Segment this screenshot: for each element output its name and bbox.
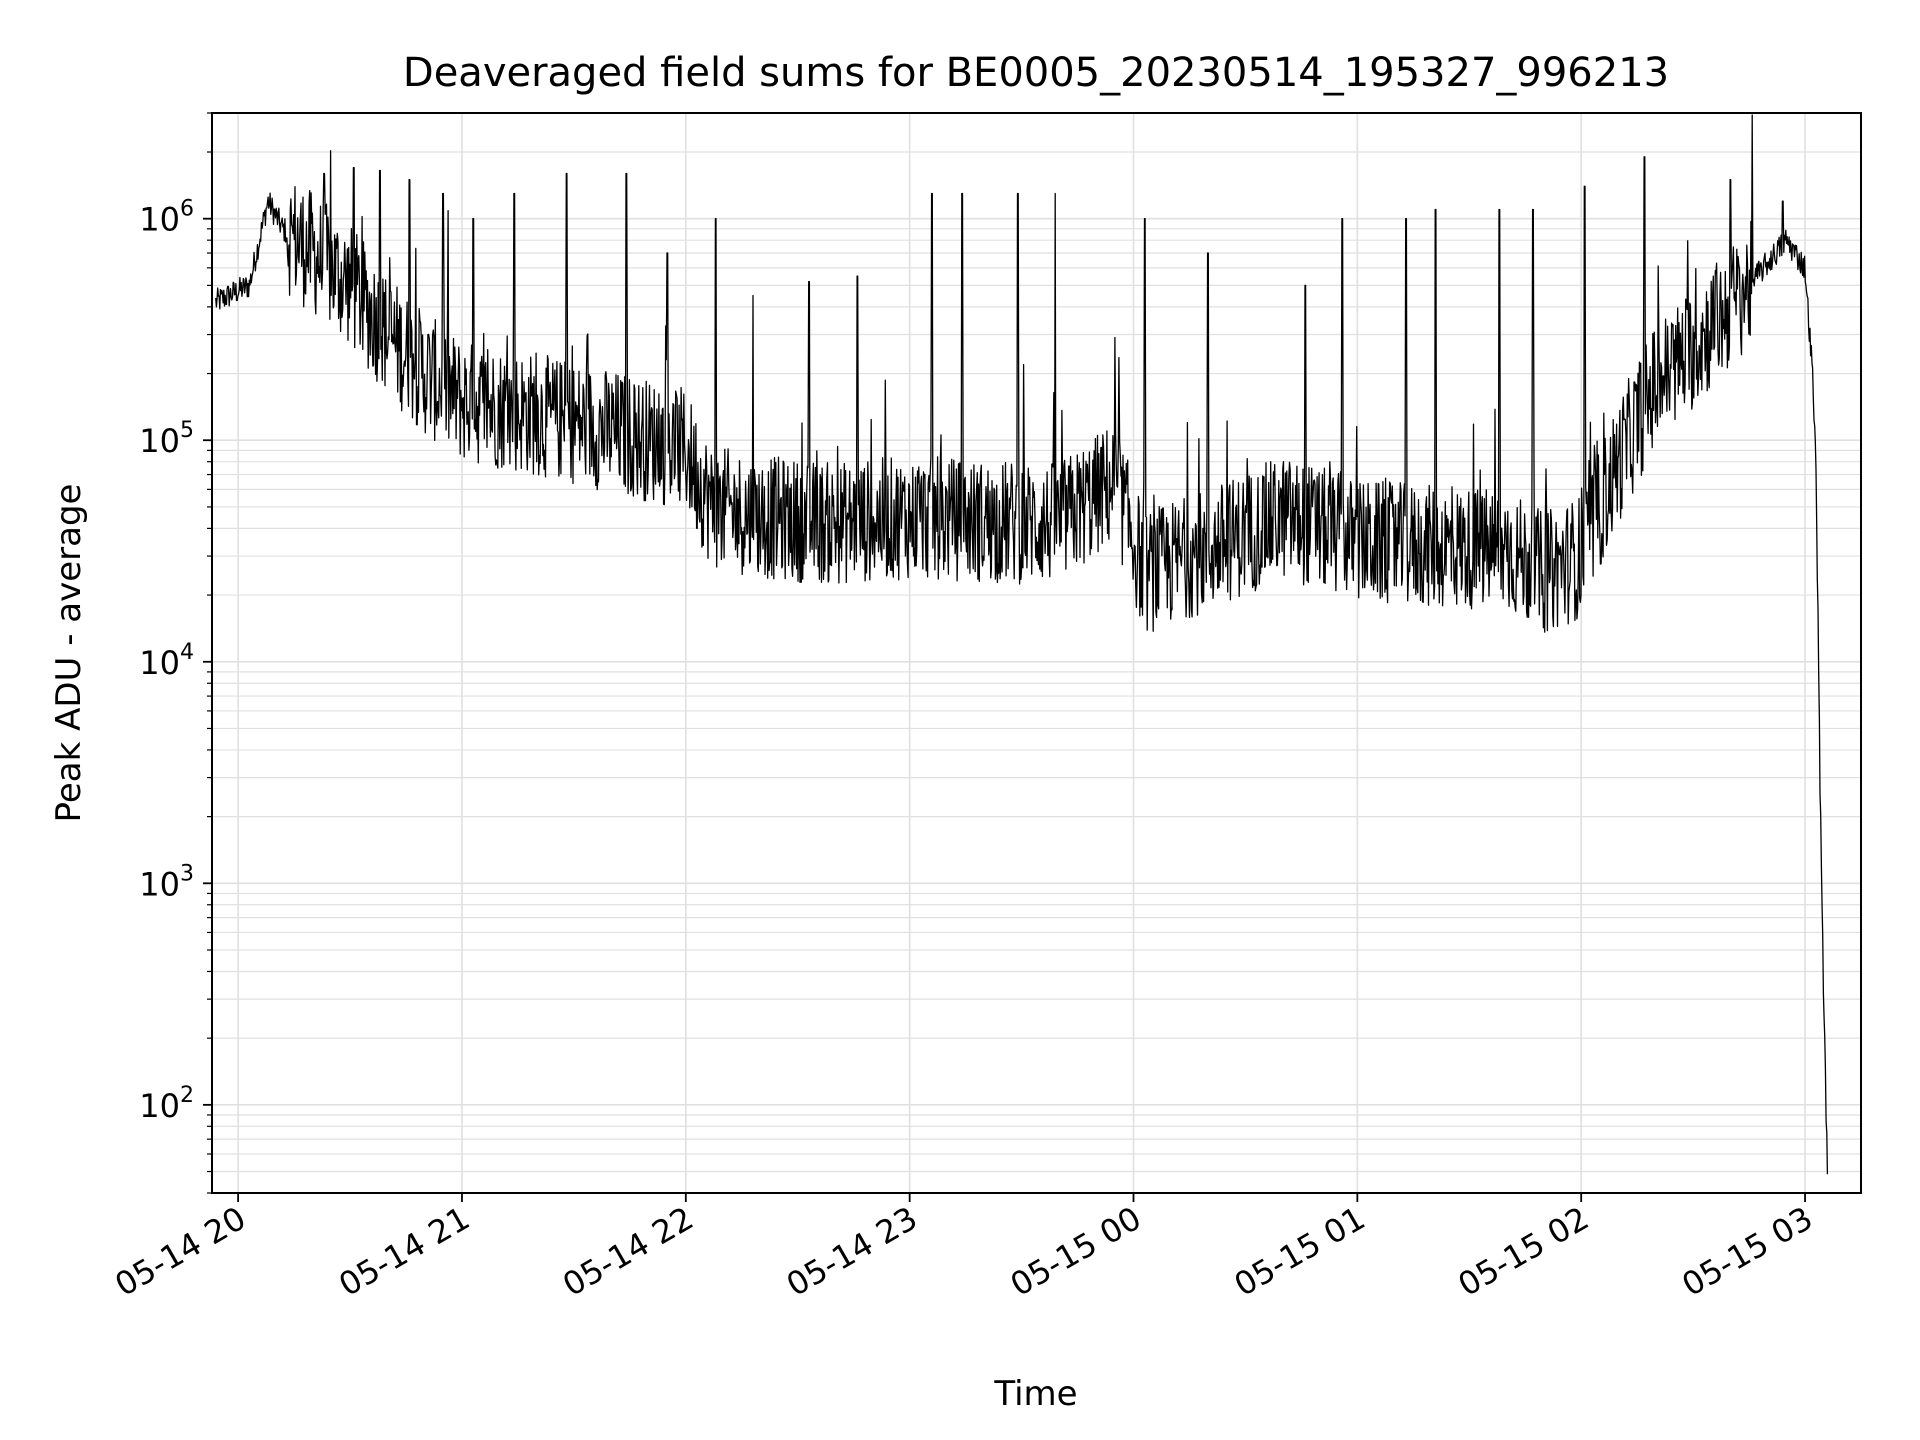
- grid-layer: [212, 112, 1861, 1194]
- y-tick-label: 106: [139, 197, 194, 239]
- y-tick-label: 102: [139, 1083, 194, 1125]
- ticks-layer: 102 103 104 105 106 05-14 20 05-14 21 05-14 22 0…: [109, 112, 1819, 1304]
- series-layer: [215, 114, 1829, 1175]
- x-tick-label: 05-14 22: [556, 1199, 700, 1304]
- x-tick-label: 05-15 01: [1228, 1199, 1372, 1304]
- y-axis-label: Peak ADU - average: [49, 484, 89, 823]
- chart-title: Deaveraged field sums for BE0005_2023051…: [403, 50, 1669, 96]
- y-tick-label: 105: [139, 418, 194, 460]
- y-tick-label: 104: [139, 640, 194, 682]
- x-axis-label: Time: [993, 1374, 1077, 1414]
- series-line: [215, 114, 1829, 1175]
- x-tick-label: 05-15 03: [1675, 1199, 1819, 1304]
- x-tick-label: 05-14 20: [109, 1199, 253, 1304]
- x-tick-label: 05-15 00: [1004, 1199, 1148, 1304]
- x-tick-label: 05-14 23: [780, 1199, 924, 1304]
- x-tick-label: 05-14 21: [332, 1199, 476, 1304]
- y-tick-label: 103: [139, 861, 194, 903]
- x-tick-label: 05-15 02: [1452, 1199, 1596, 1304]
- plot-frame: [211, 112, 1862, 1194]
